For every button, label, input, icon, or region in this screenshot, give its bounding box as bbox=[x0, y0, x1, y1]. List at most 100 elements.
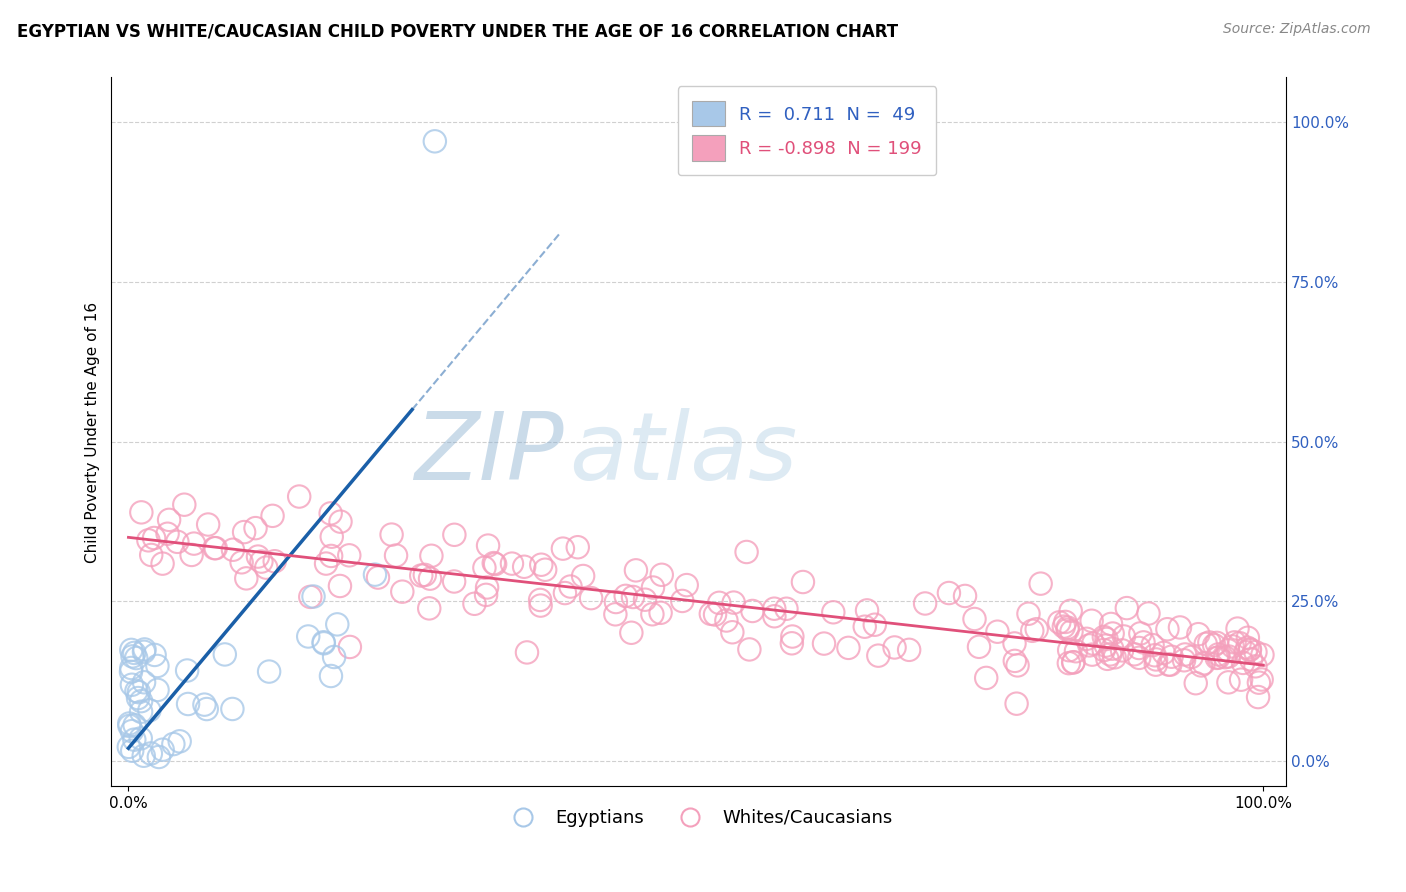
Point bbox=[709, 596, 731, 610]
Point bbox=[1153, 646, 1175, 660]
Point bbox=[246, 549, 269, 564]
Point bbox=[118, 716, 141, 731]
Point bbox=[180, 548, 202, 562]
Point bbox=[141, 548, 163, 562]
Point bbox=[1004, 636, 1026, 650]
Point bbox=[420, 549, 443, 563]
Point bbox=[143, 648, 166, 662]
Point bbox=[1236, 640, 1258, 655]
Point bbox=[127, 691, 149, 706]
Point bbox=[1144, 652, 1167, 666]
Y-axis label: Child Poverty Under the Age of 16: Child Poverty Under the Age of 16 bbox=[86, 301, 100, 563]
Point bbox=[735, 545, 758, 559]
Point bbox=[1222, 640, 1244, 654]
Point bbox=[312, 636, 335, 650]
Point bbox=[129, 705, 152, 719]
Point bbox=[1080, 614, 1102, 628]
Point bbox=[1021, 624, 1043, 638]
Point bbox=[863, 617, 886, 632]
Point bbox=[1168, 620, 1191, 634]
Point bbox=[723, 596, 745, 610]
Point bbox=[1174, 648, 1197, 662]
Point bbox=[1205, 636, 1227, 650]
Point bbox=[214, 648, 236, 662]
Point bbox=[134, 642, 156, 657]
Point bbox=[124, 718, 146, 732]
Point bbox=[621, 590, 644, 604]
Point bbox=[1184, 676, 1206, 690]
Point bbox=[148, 750, 170, 764]
Point bbox=[146, 682, 169, 697]
Point bbox=[297, 630, 319, 644]
Point bbox=[1097, 652, 1119, 666]
Point bbox=[837, 640, 859, 655]
Point bbox=[262, 508, 284, 523]
Point bbox=[1112, 630, 1135, 644]
Point bbox=[169, 734, 191, 748]
Point bbox=[221, 702, 243, 716]
Point bbox=[329, 515, 352, 529]
Point bbox=[474, 560, 496, 574]
Point bbox=[319, 669, 342, 683]
Point bbox=[1218, 649, 1240, 664]
Point bbox=[477, 539, 499, 553]
Point bbox=[419, 572, 441, 586]
Point bbox=[128, 685, 150, 699]
Point bbox=[125, 651, 148, 665]
Point bbox=[605, 607, 627, 622]
Point bbox=[1115, 601, 1137, 615]
Point bbox=[138, 703, 160, 717]
Point bbox=[853, 620, 876, 634]
Point bbox=[235, 571, 257, 585]
Point bbox=[132, 645, 155, 659]
Point bbox=[1192, 657, 1215, 671]
Point bbox=[1029, 576, 1052, 591]
Point bbox=[1232, 656, 1254, 670]
Point bbox=[1137, 607, 1160, 621]
Point bbox=[484, 557, 506, 571]
Point bbox=[1017, 607, 1039, 621]
Point bbox=[118, 739, 141, 754]
Point bbox=[763, 601, 786, 615]
Point bbox=[204, 541, 226, 556]
Point bbox=[1159, 657, 1181, 672]
Point bbox=[1047, 615, 1070, 630]
Point bbox=[620, 625, 643, 640]
Point bbox=[1054, 615, 1077, 629]
Point bbox=[152, 557, 174, 571]
Point bbox=[1144, 657, 1167, 672]
Point bbox=[118, 719, 141, 733]
Point bbox=[1247, 690, 1270, 704]
Point bbox=[671, 594, 693, 608]
Point bbox=[1244, 645, 1267, 659]
Point bbox=[716, 614, 738, 628]
Point bbox=[263, 554, 285, 568]
Point bbox=[176, 664, 198, 678]
Point bbox=[567, 540, 589, 554]
Point bbox=[173, 498, 195, 512]
Point bbox=[329, 579, 352, 593]
Point bbox=[1005, 697, 1028, 711]
Point bbox=[650, 606, 672, 620]
Point bbox=[204, 541, 226, 556]
Point bbox=[131, 505, 153, 519]
Point bbox=[121, 649, 143, 664]
Point bbox=[1060, 624, 1083, 639]
Point bbox=[1095, 632, 1118, 646]
Point bbox=[120, 665, 142, 679]
Point bbox=[120, 643, 142, 657]
Point bbox=[1076, 632, 1098, 646]
Point bbox=[1180, 649, 1202, 664]
Point bbox=[418, 601, 440, 615]
Point bbox=[193, 698, 215, 712]
Point bbox=[177, 697, 200, 711]
Point bbox=[120, 661, 142, 675]
Point bbox=[139, 747, 162, 761]
Point bbox=[413, 568, 436, 582]
Point bbox=[254, 560, 277, 574]
Point bbox=[1099, 616, 1122, 631]
Point bbox=[367, 571, 389, 585]
Point bbox=[1101, 641, 1123, 656]
Point bbox=[1132, 635, 1154, 649]
Point bbox=[152, 742, 174, 756]
